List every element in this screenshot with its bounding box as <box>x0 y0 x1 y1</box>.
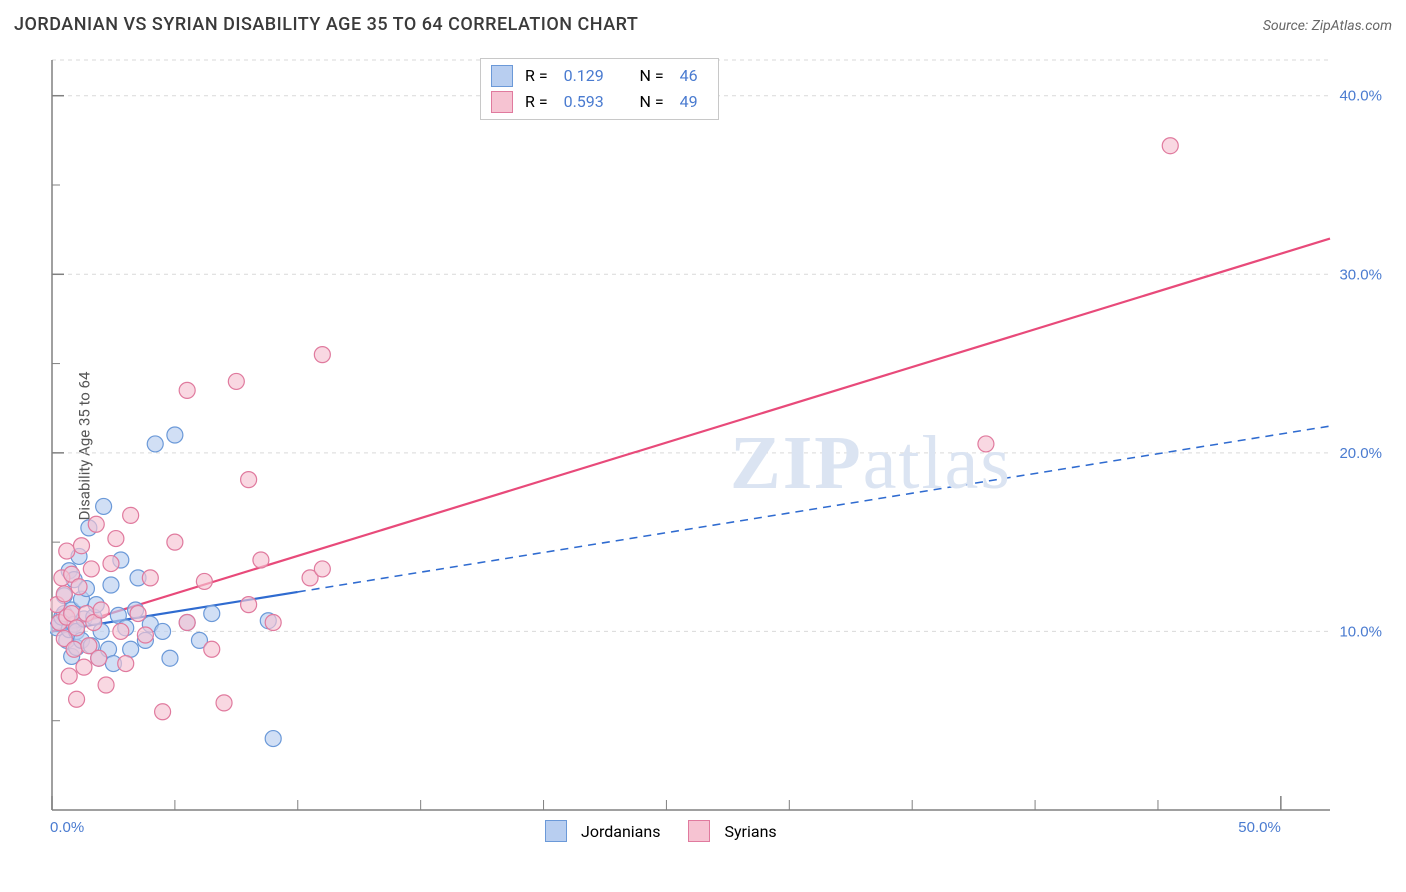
r-value-syrians: 0.593 <box>564 89 620 115</box>
n-label: N = <box>640 89 664 115</box>
n-value-jordanians: 46 <box>680 63 708 89</box>
r-label: R = <box>525 63 548 89</box>
r-value-jordanians: 0.129 <box>564 63 620 89</box>
legend-row-syrians: R = 0.593 N = 49 <box>491 89 708 115</box>
n-label: N = <box>640 63 664 89</box>
n-value-syrians: 49 <box>680 89 708 115</box>
svg-text:0.0%: 0.0% <box>50 819 84 836</box>
svg-text:40.0%: 40.0% <box>1339 88 1382 105</box>
r-label: R = <box>525 89 548 115</box>
svg-text:30.0%: 30.0% <box>1339 266 1382 283</box>
legend-label-syrians: Syrians <box>724 822 776 841</box>
watermark: ZIPatlas <box>730 420 1012 507</box>
svg-text:10.0%: 10.0% <box>1339 623 1382 640</box>
swatch-syrians <box>491 91 513 113</box>
source-label: Source: ZipAtlas.com <box>1263 18 1392 34</box>
legend-series: Jordanians Syrians <box>545 820 777 842</box>
swatch-syrians-icon <box>688 820 710 842</box>
legend-label-jordanians: Jordanians <box>581 822 660 841</box>
legend-item-jordanians: Jordanians <box>545 820 660 842</box>
swatch-jordanians <box>491 65 513 87</box>
plot-area: 0.0% 50.0% 10.0% 20.0% 30.0% 40.0% ZIPatlas R… <box>50 50 1390 840</box>
legend-stats-box: R = 0.129 N = 46 R = 0.593 N = 49 <box>480 58 719 120</box>
svg-text:50.0%: 50.0% <box>1238 819 1281 836</box>
chart-title: JORDANIAN VS SYRIAN DISABILITY AGE 35 TO… <box>14 14 638 35</box>
svg-text:20.0%: 20.0% <box>1339 445 1382 462</box>
legend-row-jordanians: R = 0.129 N = 46 <box>491 63 708 89</box>
swatch-jordanians-icon <box>545 820 567 842</box>
scatter-chart: 0.0% 50.0% 10.0% 20.0% 30.0% 40.0% <box>50 50 1390 840</box>
legend-item-syrians: Syrians <box>688 820 776 842</box>
